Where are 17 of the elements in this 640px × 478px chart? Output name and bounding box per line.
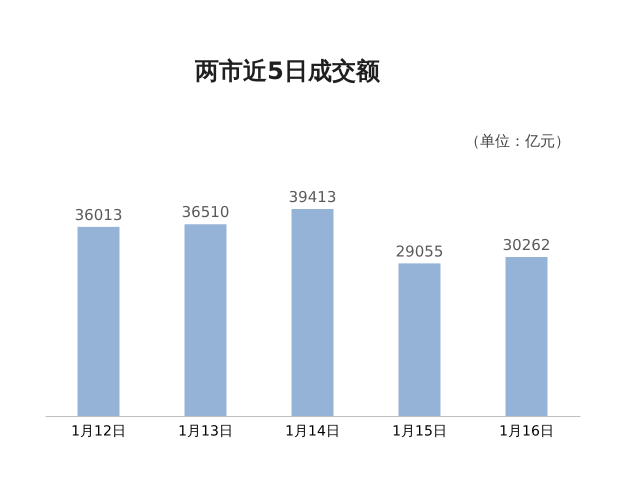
data-label: 30262 <box>502 236 550 254</box>
bar <box>78 226 120 416</box>
text: （单位：亿元） <box>465 132 570 150</box>
x-tick-label: 1月14日 <box>285 424 340 440</box>
x-tick-label: 1月15日 <box>392 424 447 440</box>
x-tick-label: 1月13日 <box>178 424 233 440</box>
data-label: 29055 <box>396 242 444 260</box>
data-label: 39413 <box>288 188 336 206</box>
x-tick-label: 1月16日 <box>499 424 554 440</box>
bar <box>184 224 226 416</box>
bar <box>292 209 334 416</box>
x-tick-label: 1月12日 <box>71 424 126 440</box>
bar <box>398 263 440 416</box>
data-label: 36510 <box>182 203 230 222</box>
data-label: 36013 <box>74 206 122 224</box>
chart-title: 两市近5日成交额 <box>194 57 381 85</box>
bar <box>506 257 548 416</box>
